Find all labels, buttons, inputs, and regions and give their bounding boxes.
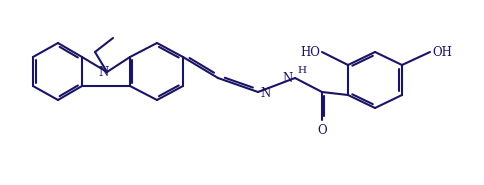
Text: H: H [296,66,305,75]
Text: N: N [282,71,292,85]
Text: OH: OH [431,46,451,58]
Text: N: N [99,65,109,78]
Text: O: O [317,124,326,137]
Text: HO: HO [300,46,319,58]
Text: N: N [259,87,270,100]
